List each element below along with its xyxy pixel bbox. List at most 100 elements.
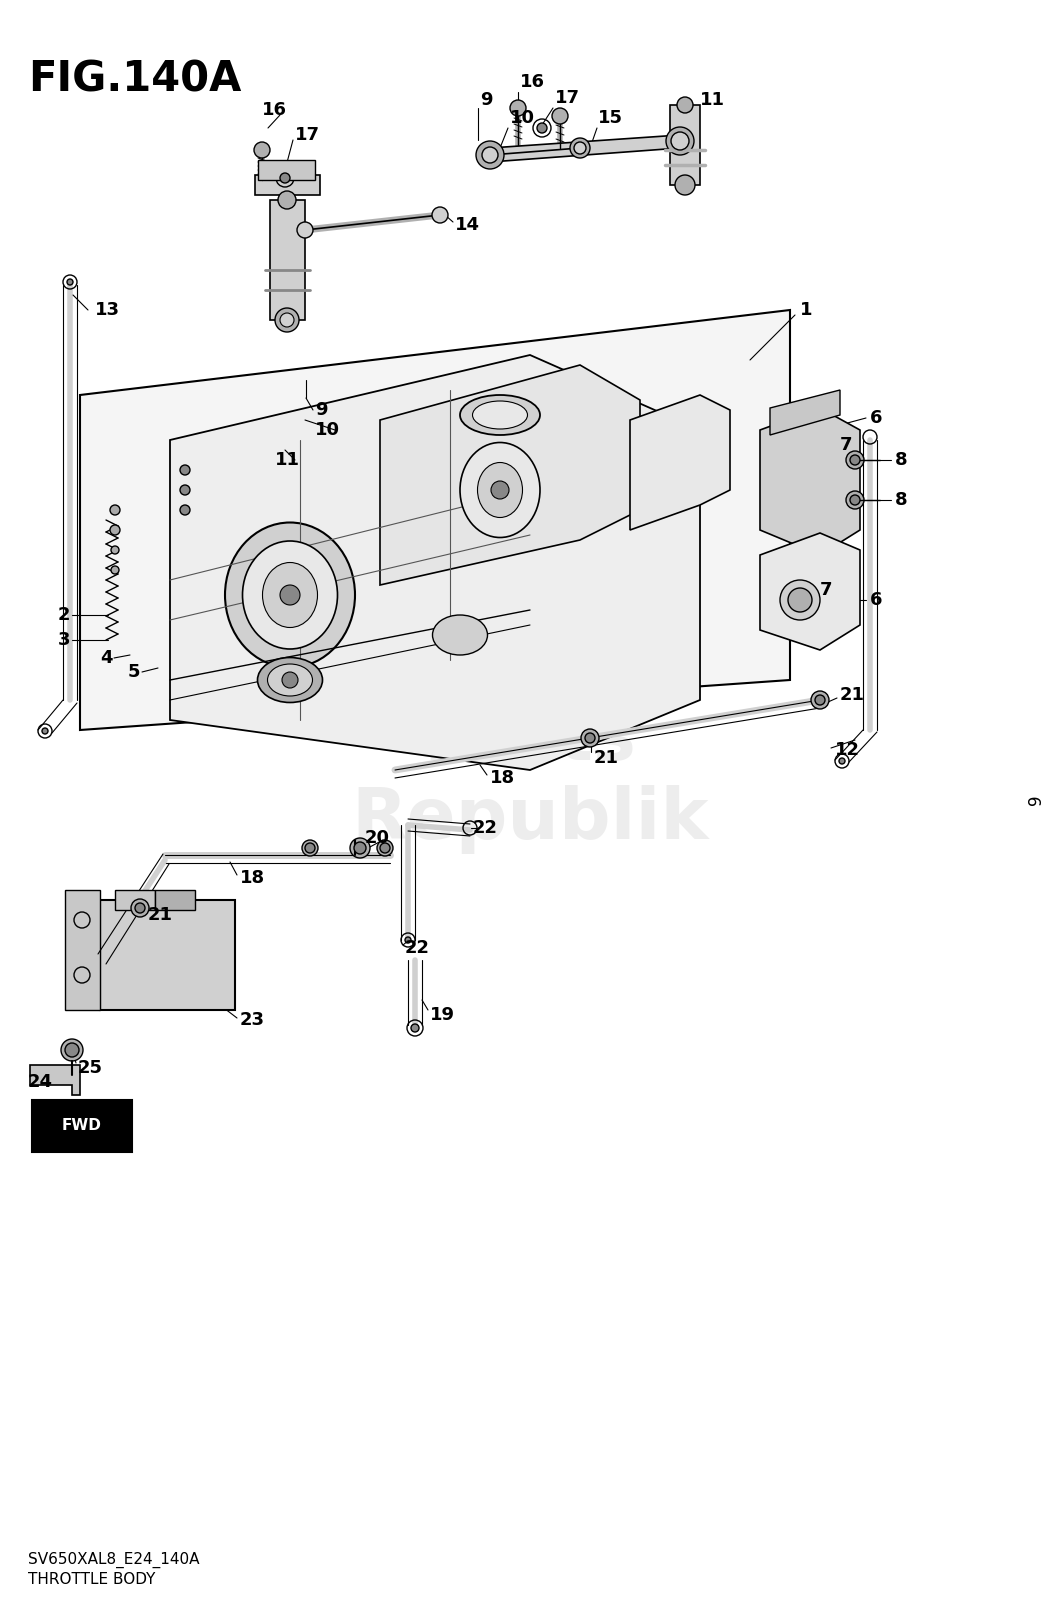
Text: SV650XAL8_E24_140A: SV650XAL8_E24_140A <box>28 1552 200 1568</box>
Circle shape <box>110 506 120 515</box>
Text: Parts
Republik: Parts Republik <box>351 706 709 854</box>
Ellipse shape <box>267 664 312 696</box>
Text: 6: 6 <box>870 590 883 610</box>
Polygon shape <box>80 310 790 730</box>
Polygon shape <box>270 200 305 320</box>
Circle shape <box>180 466 190 475</box>
Polygon shape <box>380 365 640 586</box>
Text: 21: 21 <box>839 686 865 704</box>
Ellipse shape <box>432 614 487 654</box>
Text: 7: 7 <box>839 435 852 454</box>
Circle shape <box>280 586 300 605</box>
Polygon shape <box>115 890 155 910</box>
Circle shape <box>110 525 120 534</box>
Polygon shape <box>255 174 320 195</box>
Circle shape <box>280 173 290 182</box>
Polygon shape <box>770 390 839 435</box>
Circle shape <box>839 758 845 765</box>
Text: 11: 11 <box>700 91 725 109</box>
Circle shape <box>482 147 498 163</box>
Polygon shape <box>670 106 700 186</box>
Circle shape <box>476 141 504 170</box>
Polygon shape <box>490 134 680 162</box>
Circle shape <box>132 899 149 917</box>
Ellipse shape <box>460 443 540 538</box>
Text: 16: 16 <box>262 101 287 118</box>
Text: 18: 18 <box>490 770 515 787</box>
Circle shape <box>112 546 119 554</box>
Circle shape <box>275 307 299 333</box>
Circle shape <box>67 278 73 285</box>
Circle shape <box>491 482 509 499</box>
Circle shape <box>585 733 595 742</box>
Text: 1: 1 <box>800 301 812 318</box>
Circle shape <box>411 1024 419 1032</box>
Circle shape <box>112 566 119 574</box>
Text: 19: 19 <box>430 1006 456 1024</box>
Circle shape <box>350 838 370 858</box>
Circle shape <box>666 126 694 155</box>
Ellipse shape <box>460 395 540 435</box>
Text: 9: 9 <box>1027 795 1045 805</box>
Text: 20: 20 <box>365 829 390 846</box>
Text: 8: 8 <box>895 451 908 469</box>
Text: 5: 5 <box>128 662 141 682</box>
Circle shape <box>280 314 294 326</box>
Polygon shape <box>100 899 235 1010</box>
Circle shape <box>846 491 864 509</box>
Circle shape <box>380 843 390 853</box>
Circle shape <box>811 691 829 709</box>
Circle shape <box>537 123 547 133</box>
Circle shape <box>780 579 820 619</box>
Text: 21: 21 <box>594 749 619 766</box>
Text: 23: 23 <box>240 1011 265 1029</box>
Circle shape <box>405 938 411 942</box>
Polygon shape <box>258 160 315 179</box>
Circle shape <box>42 728 48 734</box>
Polygon shape <box>155 890 195 910</box>
Circle shape <box>850 494 859 506</box>
Bar <box>32 1101 132 1152</box>
Text: FIG.140A: FIG.140A <box>28 58 241 99</box>
Ellipse shape <box>258 658 323 702</box>
Ellipse shape <box>243 541 338 650</box>
Ellipse shape <box>263 563 318 627</box>
Text: 7: 7 <box>820 581 832 598</box>
Text: FWD: FWD <box>62 1118 102 1133</box>
Text: 13: 13 <box>95 301 120 318</box>
Text: 4: 4 <box>100 650 113 667</box>
Polygon shape <box>65 890 100 1010</box>
Text: 21: 21 <box>148 906 173 925</box>
Polygon shape <box>630 395 730 530</box>
Text: 15: 15 <box>598 109 623 126</box>
Text: 12: 12 <box>835 741 859 758</box>
Text: 17: 17 <box>555 90 580 107</box>
Circle shape <box>574 142 586 154</box>
Circle shape <box>788 587 812 611</box>
Circle shape <box>355 842 366 854</box>
Text: 10: 10 <box>510 109 535 126</box>
Circle shape <box>180 485 190 494</box>
Text: 24: 24 <box>28 1074 53 1091</box>
Circle shape <box>510 99 526 117</box>
Ellipse shape <box>225 523 355 667</box>
Circle shape <box>850 454 859 466</box>
Text: 8: 8 <box>895 491 908 509</box>
Circle shape <box>135 902 145 914</box>
Text: 16: 16 <box>520 74 545 91</box>
Text: THROTTLE BODY: THROTTLE BODY <box>28 1571 156 1587</box>
Circle shape <box>297 222 313 238</box>
Text: 22: 22 <box>473 819 498 837</box>
Circle shape <box>180 506 190 515</box>
Circle shape <box>377 840 393 856</box>
Circle shape <box>282 672 298 688</box>
Text: 22: 22 <box>405 939 430 957</box>
Circle shape <box>254 142 270 158</box>
Text: 14: 14 <box>456 216 480 234</box>
Circle shape <box>305 843 315 853</box>
Text: 9: 9 <box>480 91 492 109</box>
Text: 2: 2 <box>58 606 70 624</box>
Ellipse shape <box>478 462 523 517</box>
Text: 11: 11 <box>275 451 300 469</box>
Text: 10: 10 <box>315 421 340 438</box>
